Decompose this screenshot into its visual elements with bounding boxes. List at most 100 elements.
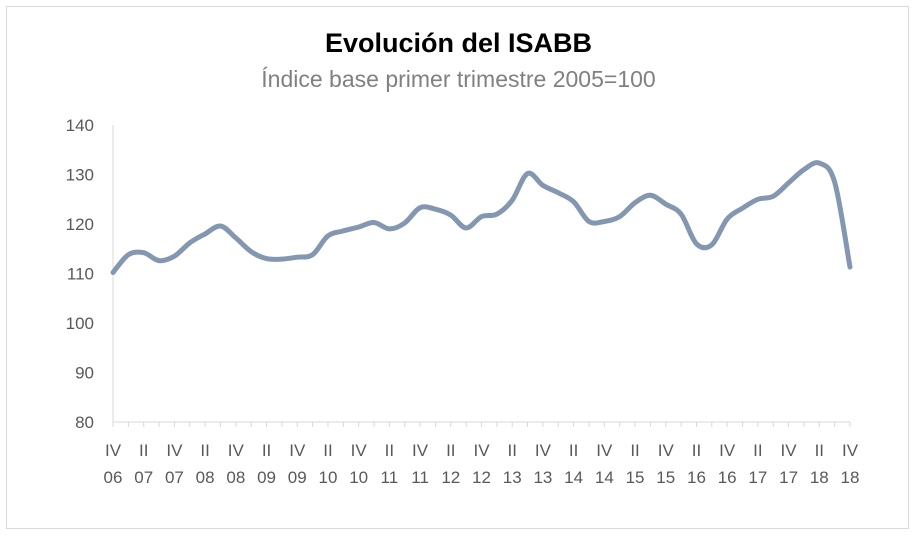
y-tick-label: 110 xyxy=(67,265,94,284)
x-tick-label-quarter: IV xyxy=(596,441,613,460)
x-tick-label-quarter: IV xyxy=(289,441,306,460)
x-tick-label-year: 13 xyxy=(533,468,552,487)
data-point xyxy=(265,257,269,261)
data-point xyxy=(111,271,115,275)
x-tick-label-year: 06 xyxy=(104,468,123,487)
x-tick-label-year: 11 xyxy=(411,468,429,487)
data-point xyxy=(495,212,499,216)
x-tick-label-quarter: II xyxy=(630,441,639,460)
x-tick-label-year: 14 xyxy=(595,468,614,487)
x-tick-label-quarter: IV xyxy=(105,441,122,460)
y-tick-label: 120 xyxy=(66,215,94,234)
x-tick-label-quarter: IV xyxy=(166,441,183,460)
data-point xyxy=(295,255,299,259)
data-point xyxy=(679,212,683,216)
y-tick-label: 140 xyxy=(66,116,94,135)
x-tick-label-year: 08 xyxy=(226,468,245,487)
series-line xyxy=(110,160,853,275)
x-tick-label-year: 07 xyxy=(165,468,184,487)
data-point xyxy=(833,180,837,184)
data-point xyxy=(587,220,591,224)
x-tick-label-quarter: IV xyxy=(228,441,245,460)
x-tick-label-quarter: II xyxy=(569,441,578,460)
x-tick-label-year: 18 xyxy=(810,468,829,487)
x-tick-label-year: 17 xyxy=(748,468,767,487)
y-tick-label: 90 xyxy=(75,364,94,383)
x-tick-label-year: 16 xyxy=(687,468,706,487)
data-point xyxy=(618,215,622,219)
data-point xyxy=(418,206,422,210)
data-point xyxy=(741,206,745,210)
data-point xyxy=(464,226,468,230)
x-tick-label-year: 12 xyxy=(472,468,491,487)
data-point xyxy=(357,225,361,229)
x-tick-label-year: 07 xyxy=(134,468,153,487)
x-tick-label-year: 09 xyxy=(257,468,276,487)
x-tick-label-year: 10 xyxy=(349,468,368,487)
data-point xyxy=(633,201,637,205)
data-point xyxy=(280,257,284,261)
x-tick-label-quarter: IV xyxy=(473,441,490,460)
x-tick-label-year: 13 xyxy=(503,468,522,487)
y-tick-label: 80 xyxy=(75,413,94,432)
data-point xyxy=(787,181,791,185)
chart-frame xyxy=(6,6,909,529)
data-point xyxy=(602,220,606,224)
x-tick-label-quarter: II xyxy=(446,441,455,460)
x-tick-label-quarter: II xyxy=(753,441,762,460)
x-tick-label-quarter: II xyxy=(323,441,332,460)
x-tick-label-year: 15 xyxy=(656,468,675,487)
x-tick-label-quarter: IV xyxy=(719,441,736,460)
x-tick-label-quarter: II xyxy=(139,441,148,460)
x-tick-label-year: 10 xyxy=(318,468,337,487)
data-point xyxy=(234,236,238,240)
data-point xyxy=(695,242,699,246)
x-tick-label-quarter: II xyxy=(815,441,824,460)
x-tick-label-year: 14 xyxy=(564,468,583,487)
x-tick-label-year: 17 xyxy=(779,468,798,487)
data-point xyxy=(203,232,207,236)
chart-title: Evolución del ISABB xyxy=(324,28,593,58)
x-tick-label-quarter: II xyxy=(507,441,516,460)
y-tick-label: 100 xyxy=(66,314,94,333)
data-point xyxy=(311,253,315,257)
x-tick-label-quarter: II xyxy=(262,441,271,460)
data-point xyxy=(387,227,391,231)
x-tick-label-year: 16 xyxy=(718,468,737,487)
data-point xyxy=(188,241,192,245)
data-point xyxy=(403,221,407,225)
x-tick-label-year: 18 xyxy=(841,468,860,487)
data-point xyxy=(802,168,806,172)
x-tick-label-quarter: IV xyxy=(658,441,675,460)
data-point xyxy=(142,251,146,255)
x-tick-label-quarter: II xyxy=(692,441,701,460)
data-point xyxy=(848,265,852,269)
data-point xyxy=(341,229,345,233)
data-point xyxy=(219,224,223,228)
data-point xyxy=(541,183,545,187)
x-tick-label-quarter: IV xyxy=(842,441,859,460)
x-tick-label-quarter: IV xyxy=(412,441,429,460)
data-point xyxy=(725,217,729,221)
x-tick-label-year: 15 xyxy=(626,468,645,487)
data-point xyxy=(449,213,453,217)
data-point xyxy=(664,202,668,206)
data-point xyxy=(433,207,437,211)
data-point xyxy=(372,221,376,225)
x-tick-label-quarter: II xyxy=(385,441,394,460)
data-point xyxy=(326,234,330,238)
data-point xyxy=(480,215,484,219)
data-point xyxy=(157,259,161,263)
x-tick-label-quarter: II xyxy=(200,441,209,460)
x-tick-label-year: 09 xyxy=(288,468,307,487)
chart-subtitle: Índice base primer trimestre 2005=100 xyxy=(261,66,656,92)
y-tick-label: 130 xyxy=(66,166,94,185)
data-point xyxy=(172,254,176,258)
data-point xyxy=(756,197,760,201)
data-point xyxy=(526,172,530,176)
x-tick-label-quarter: IV xyxy=(781,441,798,460)
x-tick-label-year: 08 xyxy=(196,468,215,487)
data-point xyxy=(710,243,714,247)
data-point xyxy=(771,194,775,198)
